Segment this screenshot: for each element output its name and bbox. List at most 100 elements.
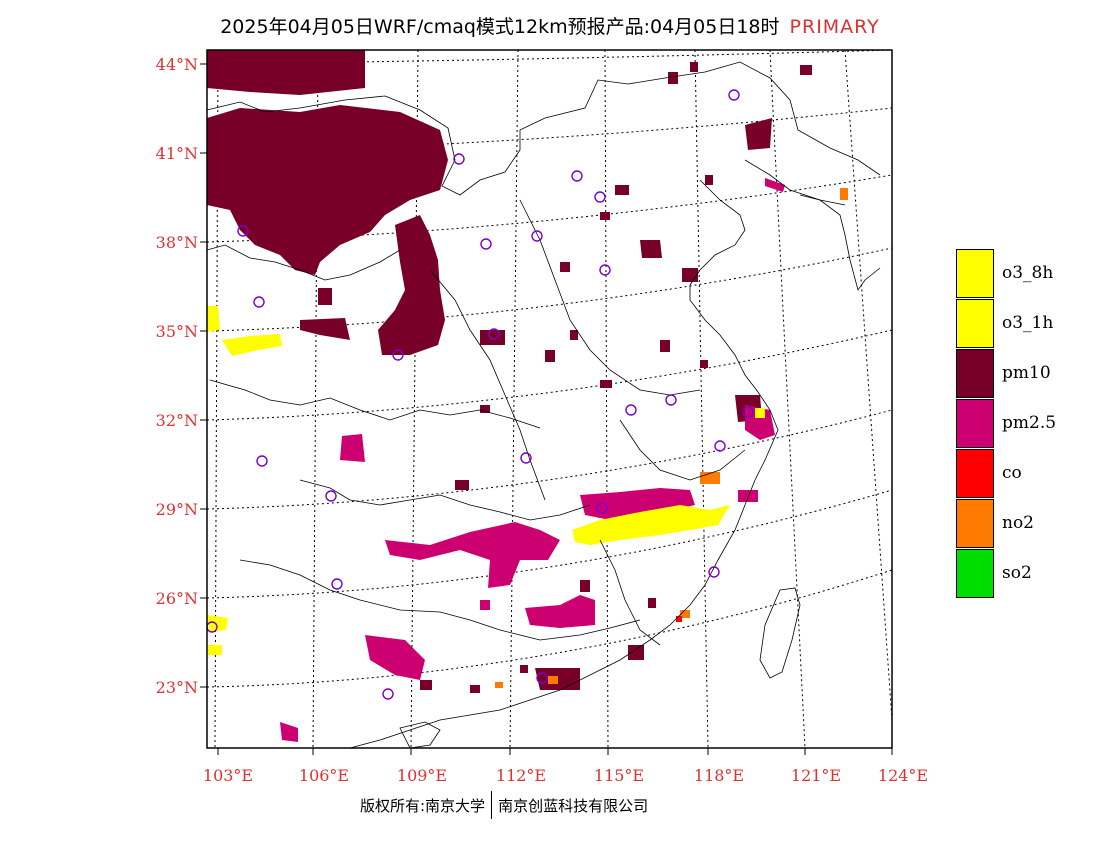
province-line-a (206, 244, 401, 281)
map-frame (206, 49, 893, 749)
o3-yunnan-edge (207, 615, 228, 632)
station-marker (742, 406, 754, 418)
lon-line-124 (844, 49, 893, 721)
title-main: 2025年04月05日WRF/cmaq模式12km预报产品:04月05日18时 (220, 16, 780, 38)
pm25-chongqing-patch (340, 434, 365, 462)
pm10-mongolia-region (207, 50, 365, 95)
credit-right: 南京创蓝科技有限公司 (498, 796, 649, 815)
pm10-areas (207, 50, 812, 693)
lat-label-29: 29°N (155, 500, 198, 519)
no2-guangdong-patch (548, 676, 558, 684)
taiwan-outline (759, 587, 801, 679)
legend-label: no2 (1002, 513, 1034, 533)
no2-fujian-patch (680, 610, 690, 618)
lat-line-23 (206, 569, 893, 688)
station-marker (531, 230, 543, 242)
station-marker (728, 89, 740, 101)
legend-label: o3_1h (1002, 313, 1054, 333)
korea-outline (799, 194, 881, 291)
station-marker (520, 452, 532, 464)
pm10-shandong-patch (682, 268, 698, 282)
copyright-credit: 版权所有:南京大学 南京创蓝科技有限公司 (360, 790, 648, 820)
lon-line-121 (769, 49, 806, 749)
station-marker (453, 153, 465, 165)
axis-ticks (200, 63, 893, 755)
station-marker (382, 688, 394, 700)
title-tag: PRIMARY (789, 16, 880, 38)
lon-label-121: 121°E (790, 766, 842, 785)
coastline-liaodong (744, 159, 846, 206)
pm25-liaoning-strip (765, 178, 785, 192)
pm10-small-ordos (318, 288, 332, 305)
station-marker (665, 394, 677, 406)
o3-jiangxi-belt (572, 505, 730, 545)
lat-label-41: 41°N (155, 144, 198, 163)
pm25-areas (280, 178, 785, 742)
boundaries (206, 61, 881, 749)
pm25-jiangxi-belt (580, 488, 695, 520)
province-line-f (429, 269, 546, 501)
lon-label-118: 118°E (693, 766, 745, 785)
lat-line-38 (206, 174, 893, 243)
credit-left: 版权所有:南京大学 (360, 796, 486, 815)
station-marker (594, 191, 606, 203)
lat-label-26: 26°N (155, 589, 198, 608)
legend-swatch (956, 549, 994, 598)
pm25-guangxi-patch (365, 635, 425, 680)
station-marker (488, 328, 500, 340)
station-marker (237, 225, 249, 237)
legend-label: so2 (1002, 563, 1032, 583)
station-marker (536, 672, 548, 684)
lat-label-38: 38°N (155, 233, 198, 252)
pm25-yunnan-patch (280, 722, 298, 742)
no2-liaoning-patch (840, 188, 848, 200)
pm10-fujian-patch (628, 645, 644, 660)
legend-label: pm10 (1002, 363, 1051, 383)
hainan-outline (399, 721, 441, 749)
lon-line-112 (509, 49, 519, 749)
pm10-loess-region (378, 215, 445, 355)
legend-label: pm2.5 (1002, 413, 1057, 433)
station-marker (480, 238, 492, 250)
map-title: 2025年04月05日WRF/cmaq模式12km预报产品:04月05日18时 P… (0, 12, 1100, 39)
lat-label-23: 23°N (155, 678, 198, 697)
lon-label-106: 106°E (298, 766, 350, 785)
lon-line-115 (604, 49, 609, 749)
station-marker (256, 455, 268, 467)
province-line-b (209, 379, 541, 429)
lon-line-118 (694, 49, 709, 749)
station-marker (708, 566, 720, 578)
no2-zhejiang-patch (700, 472, 720, 484)
lat-label-32: 32°N (155, 411, 198, 430)
lat-line-35 (206, 247, 893, 332)
legend-swatch (956, 349, 994, 398)
station-marker (714, 440, 726, 452)
pm10-strip-35 (300, 318, 350, 340)
coastline-east (349, 229, 779, 749)
pm25-guangdong-belt (525, 595, 595, 628)
co-areas (676, 616, 682, 622)
legend-label: o3_8h (1002, 263, 1054, 283)
province-line-g (619, 419, 746, 481)
station-marker (325, 490, 337, 502)
pm10-hubei-patch (480, 330, 505, 345)
station-marker (625, 404, 637, 416)
province-line-h (599, 539, 661, 646)
co-fujian-patch (676, 616, 682, 622)
station-marker (331, 578, 343, 590)
o3-tibet-edge (207, 306, 220, 332)
coastline-bohai (699, 179, 746, 231)
lon-label-103: 103°E (202, 766, 254, 785)
lon-label-124: 124°E (877, 766, 929, 785)
legend-swatch (956, 249, 994, 298)
credit-divider (491, 791, 493, 819)
province-line-c (299, 479, 591, 521)
lat-label-44: 44°N (155, 55, 198, 74)
legend-swatch (956, 499, 994, 548)
province-line-e (519, 199, 701, 396)
station-marker (571, 170, 583, 182)
lon-label-115: 115°E (593, 766, 645, 785)
lat-label-35: 35°N (155, 322, 198, 341)
pm10-liaoning-patch (745, 118, 772, 150)
